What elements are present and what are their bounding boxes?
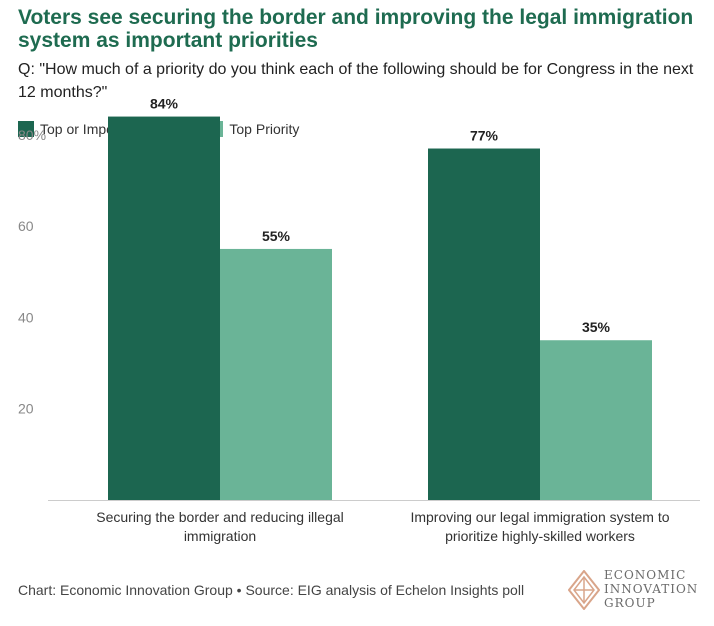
eig-logo-text: ECONOMIC INNOVATION GROUP xyxy=(604,568,698,610)
bar-top-or-important-1 xyxy=(108,116,220,501)
bar-top-priority-2 xyxy=(540,340,652,500)
bar-top-or-important-2 xyxy=(428,148,540,501)
eig-logo-mark-icon xyxy=(568,570,600,610)
chart-subtitle: Q: "How much of a priority do you think … xyxy=(18,61,694,101)
data-label: 77% xyxy=(470,128,499,144)
data-label: 55% xyxy=(262,228,291,244)
y-tick-label: 20 xyxy=(18,401,34,417)
chart-title: Voters see securing the border and impro… xyxy=(18,6,694,52)
y-tick-label: 80% xyxy=(18,127,46,143)
data-label: 84% xyxy=(150,96,179,112)
x-category-label: Improving our legal immigration system t… xyxy=(410,509,669,525)
x-category-label: immigration xyxy=(184,528,256,544)
legend-label-top-priority: Top Priority xyxy=(229,121,300,137)
x-category-label: Securing the border and reducing illegal xyxy=(96,509,344,525)
legend-swatch-dark xyxy=(18,121,34,137)
chart-source-footer: Chart: Economic Innovation Group • Sourc… xyxy=(18,582,525,598)
data-label: 35% xyxy=(582,319,611,335)
bar-top-priority-1 xyxy=(220,248,332,500)
y-tick-label: 60 xyxy=(18,218,34,234)
logo-line-2: INNOVATION xyxy=(604,582,699,596)
bar-chart: 20 40 60 80% 84% 55% Securing the border and r… xyxy=(18,96,700,544)
logo-line-1: ECONOMIC xyxy=(604,568,687,582)
eig-logo: ECONOMIC INNOVATION GROUP xyxy=(566,566,706,614)
logo-line-3: GROUP xyxy=(604,596,656,610)
y-tick-label: 40 xyxy=(18,309,34,325)
x-category-label: prioritize highly-skilled workers xyxy=(445,528,635,544)
